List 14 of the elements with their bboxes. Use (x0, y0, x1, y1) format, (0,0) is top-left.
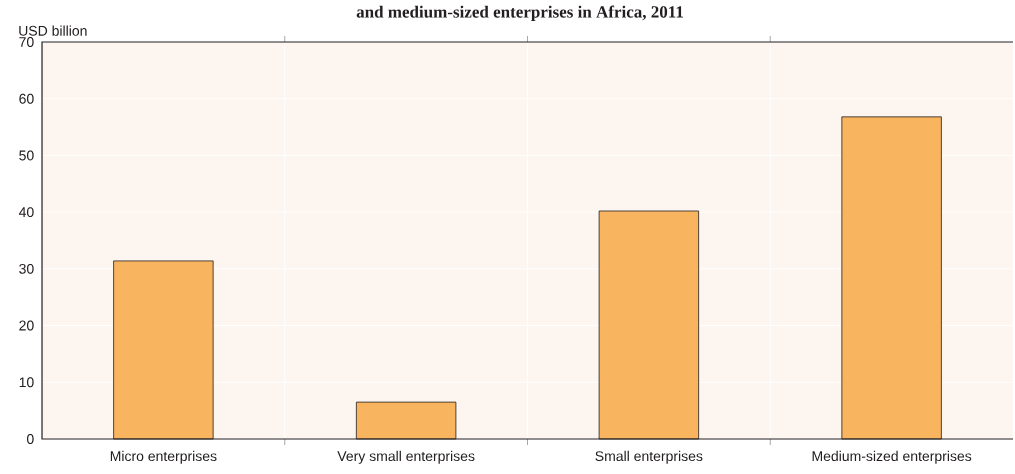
chart-title: and medium-sized enterprises in Africa, 2011 (356, 5, 683, 22)
x-tick-label: Micro enterprises (110, 450, 217, 464)
y-tick-label: 60 (19, 93, 34, 104)
x-tick-label: Small enterprises (595, 450, 703, 464)
y-tick-label: 70 (19, 37, 34, 47)
y-tick-label: 20 (19, 320, 34, 331)
y-tick-label: 30 (19, 263, 34, 274)
y-axis-title: USD billion (19, 25, 87, 36)
x-tick-label: Very small enterprises (337, 450, 475, 464)
x-tick-label: Medium-sized enterprises (812, 450, 972, 464)
y-tick-label: 10 (19, 377, 34, 388)
y-tick-label: 50 (19, 150, 34, 161)
y-tick-label: 40 (18, 207, 34, 218)
y-tick-label: 0 (26, 434, 34, 444)
